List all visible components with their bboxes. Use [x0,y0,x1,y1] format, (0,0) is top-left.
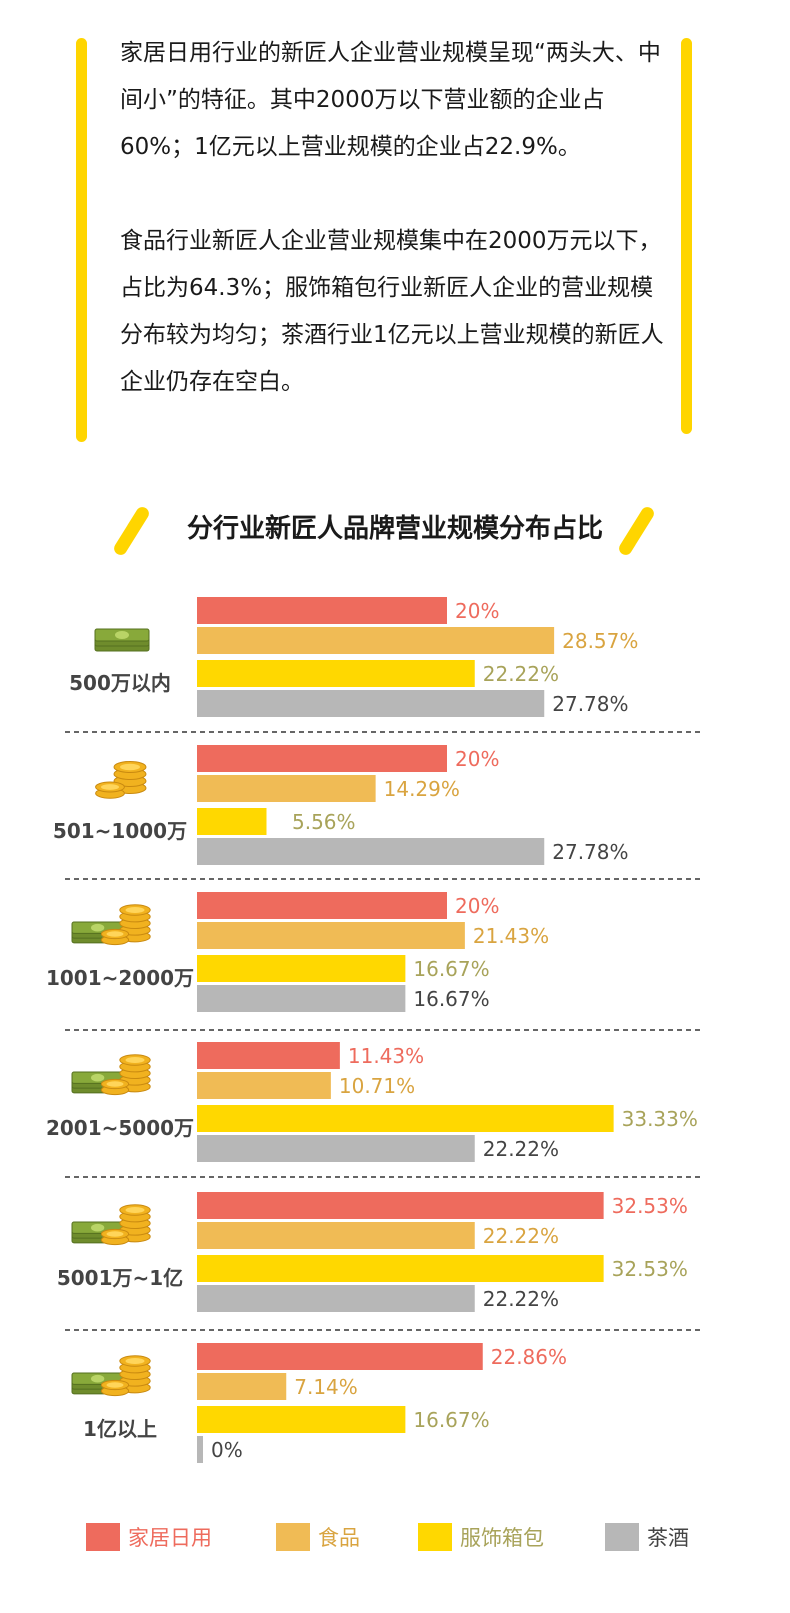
cash-icon [94,628,150,652]
data-label-tea: 27.78% [552,692,628,716]
category-label: 5001万~1亿 [57,1266,183,1290]
data-label-home: 20% [455,599,499,623]
bar-apparel [197,660,475,687]
cash-coins-icon [71,1355,151,1397]
bar-apparel [197,1406,406,1433]
bar-tea [197,1285,475,1312]
bar-tea [197,838,545,865]
coin-stack-icon [95,761,147,799]
left-accent-bar [76,38,87,442]
data-label-food: 14.29% [384,777,460,801]
bar-tea [197,690,545,717]
cash-stack-icon [94,628,150,652]
category-group: 1亿以上 22.86% 7.14% 16.67% 0% [71,1343,567,1463]
right-accent-bar [681,38,692,434]
bar-food [197,1373,287,1400]
data-label-tea: 27.78% [552,840,628,864]
data-label-apparel: 16.67% [413,1408,489,1432]
coin-stack-icon [95,781,125,799]
cash-coins-icon [71,904,151,946]
bar-tea [197,985,406,1012]
bar-tea [197,1436,203,1463]
bar-home [197,1343,483,1370]
legend-label-food: 食品 [318,1526,360,1550]
bar-food [197,627,555,654]
category-group: 500万以内 20% 28.57%22.22% 27.78% [69,597,638,717]
legend-swatch-tea [605,1523,639,1551]
category-label: 1亿以上 [83,1417,157,1441]
category-label: 1001~2000万 [46,966,194,990]
data-label-home: 20% [455,894,499,918]
category-label: 500万以内 [69,671,171,695]
bar-home [197,1042,340,1069]
coin-stack-icon [119,1204,151,1243]
legend-swatch-home [86,1523,120,1551]
bar-apparel [197,1105,614,1132]
data-label-home: 32.53% [612,1194,688,1218]
data-label-home: 22.86% [491,1345,567,1369]
bar-food [197,775,376,802]
legend-label-tea: 茶酒 [647,1526,689,1550]
cash-coins-icon [71,1204,151,1246]
data-label-food: 7.14% [294,1375,358,1399]
intro-text: 家居日用行业的新匠人企业营业规模呈现“两头大、中间小”的特征。其中2000万以下… [120,30,665,406]
bar-apparel [197,808,267,835]
legend-label-apparel: 服饰箱包 [460,1526,544,1550]
category-group: 5001万~1亿 32.53% 22.22% 32.53% 22.22% [57,1192,688,1312]
bar-home [197,892,447,919]
category-label: 2001~5000万 [46,1116,194,1140]
legend-swatch-food [276,1523,310,1551]
category-group: 1001~2000万 20% 21.43% 16.67% 16.67% [46,892,549,1012]
data-label-tea: 0% [211,1438,243,1462]
bar-apparel [197,955,406,982]
coin-stack-icon [100,1078,130,1096]
category-label: 501~1000万 [53,819,187,843]
data-label-tea: 22.22% [483,1287,559,1311]
chart-title-block: 分行业新匠人品牌营业规模分布占比 [0,500,790,560]
coin-stack-icon [100,1228,130,1246]
legend: 家居日用 食品 服饰箱包 茶酒 [0,1520,790,1560]
bar-food [197,1222,475,1249]
bar-tea [197,1135,475,1162]
data-label-food: 22.22% [483,1224,559,1248]
category-group: 501~1000万 20% 14.29% 5.56% 27.78% [53,745,629,865]
data-label-home: 20% [455,747,499,771]
data-label-apparel: 5.56% [292,810,356,834]
bar-apparel [197,1255,604,1282]
intro-paragraph-1: 家居日用行业的新匠人企业营业规模呈现“两头大、中间小”的特征。其中2000万以下… [120,40,661,160]
coin-stack-icon [100,928,130,946]
bar-home [197,597,447,624]
category-group: 2001~5000万 11.43% 10.71% 33.33% 22.22% [46,1042,698,1162]
coin-stack-icon [100,1379,130,1397]
data-label-food: 21.43% [473,924,549,948]
legend-swatch-apparel [418,1523,452,1551]
bar-food [197,922,465,949]
bar-home [197,745,447,772]
data-label-tea: 16.67% [413,987,489,1011]
chart-title: 分行业新匠人品牌营业规模分布占比 [186,514,603,544]
data-label-tea: 22.22% [483,1137,559,1161]
intro-paragraph-2: 食品行业新匠人企业营业规模集中在2000万元以下，占比为64.3%；服饰箱包行业… [120,228,664,395]
cash-coins-icon [71,1054,151,1096]
data-label-apparel: 16.67% [413,957,489,981]
data-label-food: 28.57% [562,629,638,653]
coin-stack-icon [119,904,151,943]
bar-home [197,1192,604,1219]
data-label-apparel: 33.33% [622,1107,698,1131]
legend-label-home: 家居日用 [128,1526,212,1550]
coin-stack-icon [119,1355,151,1394]
data-label-food: 10.71% [339,1074,415,1098]
data-label-home: 11.43% [348,1044,424,1068]
data-label-apparel: 32.53% [612,1257,688,1281]
data-label-apparel: 22.22% [483,662,559,686]
bar-food [197,1072,331,1099]
